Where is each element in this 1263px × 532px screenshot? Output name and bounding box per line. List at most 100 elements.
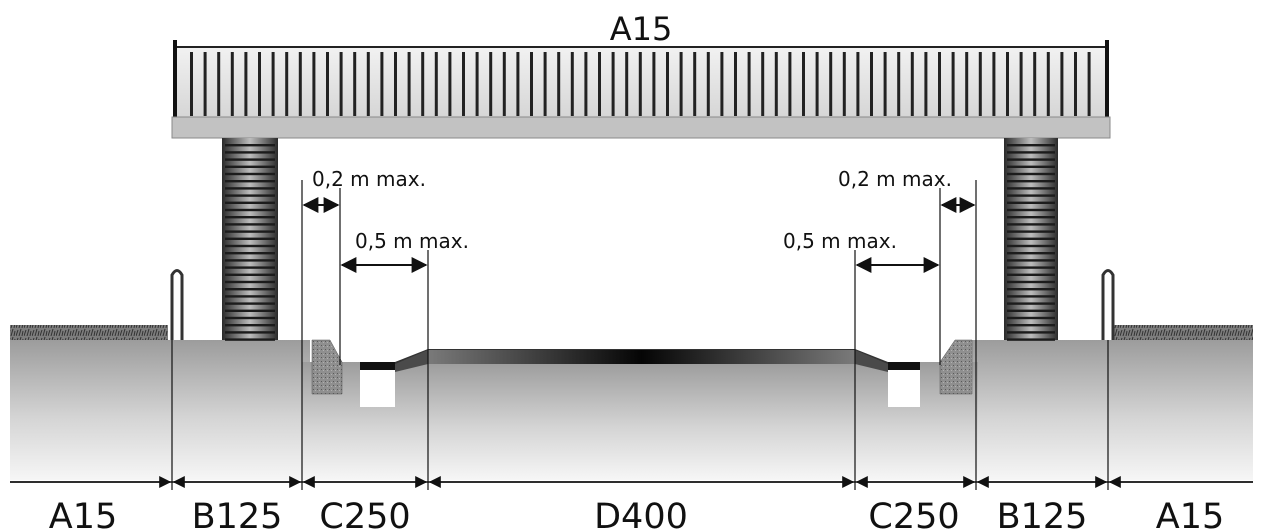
baluster — [1046, 52, 1050, 116]
baluster — [353, 52, 357, 116]
stair-step — [1007, 309, 1055, 312]
gully-right-body — [888, 370, 920, 407]
baluster — [489, 52, 493, 116]
baluster — [462, 52, 465, 116]
stair-step — [225, 237, 275, 240]
baluster — [407, 52, 411, 116]
baluster — [258, 52, 261, 116]
railing-post-right — [1101, 269, 1115, 340]
baluster — [938, 52, 941, 116]
baluster — [1019, 52, 1023, 116]
baluster — [734, 52, 737, 116]
baluster — [516, 52, 520, 116]
baluster — [883, 52, 887, 116]
zone-label-a15-right: A15 — [1156, 497, 1224, 532]
baluster — [992, 52, 996, 116]
stair-step — [225, 259, 275, 262]
baluster — [271, 52, 275, 116]
baluster — [856, 52, 860, 116]
stair-step — [225, 172, 275, 176]
stair-step — [1007, 201, 1055, 204]
baluster — [1074, 52, 1077, 116]
railing-post-left — [170, 269, 184, 340]
stair-step — [225, 144, 275, 147]
baluster — [285, 52, 289, 116]
stair-step — [225, 295, 275, 298]
baluster — [897, 52, 901, 116]
baluster — [693, 52, 697, 116]
stair-step — [1007, 302, 1055, 305]
stair-step — [1007, 194, 1055, 197]
stair-step — [1007, 187, 1055, 190]
stair-step — [225, 324, 275, 327]
baluster — [380, 52, 384, 116]
baluster — [774, 52, 778, 116]
baluster — [394, 52, 397, 116]
stair-step — [225, 158, 275, 161]
baluster — [570, 52, 574, 116]
gully-right-grate — [888, 362, 920, 370]
dim-label-0-5-left: 0,5 m max. — [355, 229, 469, 253]
baluster — [1060, 52, 1064, 116]
zone-label-d400: D400 — [594, 497, 688, 532]
baluster — [706, 52, 710, 116]
stair-step — [225, 288, 275, 291]
stair-step — [225, 316, 275, 320]
baluster — [679, 52, 683, 116]
bridge-deck — [171, 116, 1111, 139]
stair-steps — [225, 144, 1055, 341]
baluster — [720, 52, 724, 116]
carriageway-surface — [428, 350, 855, 364]
ramp-right — [855, 350, 888, 372]
stair-step — [225, 252, 275, 255]
zone-label-a15-left: A15 — [49, 497, 117, 532]
baluster — [475, 52, 479, 116]
zone-label-b125-left: B125 — [192, 497, 283, 532]
dim-label-0-2-right: 0,2 m max. — [838, 167, 952, 191]
stair-step — [1007, 316, 1055, 320]
stair-step — [1007, 295, 1055, 298]
baluster — [978, 52, 982, 116]
zone-label-c250-left: C250 — [319, 497, 410, 532]
baluster — [829, 52, 833, 116]
baluster — [502, 52, 506, 116]
zone-scale: A15 B125 C250 D400 C250 B125 A15 — [10, 476, 1253, 532]
stair-step — [1007, 216, 1055, 219]
baluster — [230, 52, 234, 116]
kerb-left — [311, 339, 343, 395]
baluster — [339, 52, 343, 116]
stair-step — [225, 244, 275, 248]
footbridge: A15 — [171, 10, 1111, 341]
stair-step — [225, 165, 275, 168]
road-band — [302, 362, 978, 480]
baluster — [815, 52, 819, 116]
stair-step — [225, 180, 275, 183]
stair-step — [225, 201, 275, 204]
baluster — [203, 52, 207, 116]
baluster — [1087, 52, 1091, 116]
bridge-load-label: A15 — [610, 10, 673, 48]
bridge-balusters — [190, 52, 1091, 116]
stair-step — [1007, 273, 1055, 276]
baluster — [788, 52, 792, 116]
baluster — [448, 52, 452, 116]
dimension-lines: 0,2 m max. 0,5 m max. 0,2 m max. 0,5 m m… — [171, 167, 1109, 490]
baluster — [842, 52, 846, 116]
dim-label-0-5-right: 0,5 m max. — [783, 229, 897, 253]
baluster — [965, 52, 969, 116]
baluster — [802, 52, 805, 116]
stair-step — [1007, 223, 1055, 226]
baluster — [557, 52, 561, 116]
stair-step — [225, 266, 275, 269]
baluster — [1006, 52, 1009, 116]
stair-step — [1007, 280, 1055, 284]
baluster — [530, 52, 533, 116]
stair-step — [225, 309, 275, 312]
stair-step — [225, 302, 275, 305]
stair-step — [225, 338, 275, 341]
stair-step — [1007, 158, 1055, 161]
stair-step — [225, 273, 275, 276]
baluster — [924, 52, 928, 116]
gully-left-body — [360, 370, 395, 407]
